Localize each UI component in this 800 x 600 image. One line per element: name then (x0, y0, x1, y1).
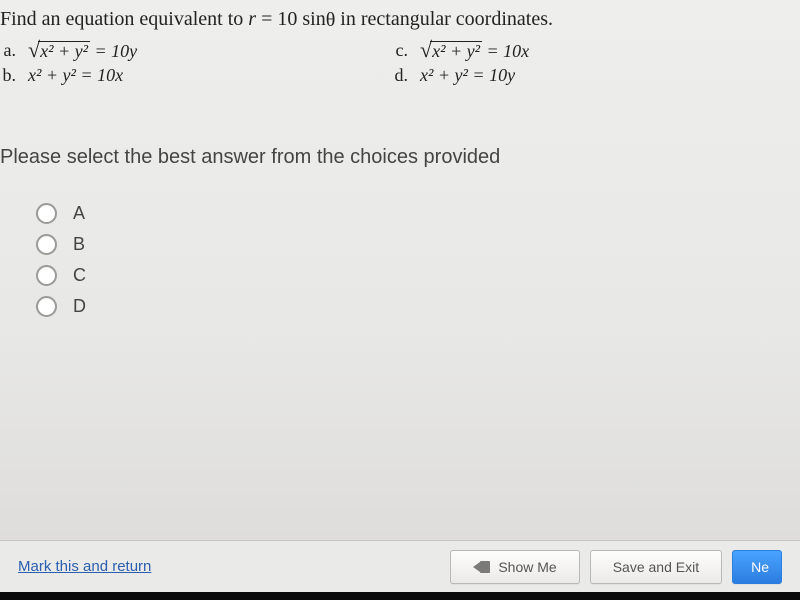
radicand-c: x² + y² (430, 41, 482, 60)
show-me-label: Show Me (498, 559, 556, 575)
save-exit-label: Save and Exit (613, 559, 699, 575)
choice-letter-c: c. (392, 40, 408, 61)
choice-eq-c: √x² + y² = 10x (420, 37, 529, 63)
choice-c: c. √x² + y² = 10x (392, 37, 784, 63)
video-icon (473, 561, 490, 573)
choice-letter-d: d. (392, 65, 408, 86)
answer-row-c[interactable]: C (36, 265, 784, 286)
mark-return-link[interactable]: Mark this and return (18, 558, 440, 575)
radio-c[interactable] (36, 265, 57, 286)
radicand-a: x² + y² (38, 41, 90, 60)
choice-d: d. x² + y² = 10y (392, 65, 784, 86)
prompt-suffix: in rectangular coordinates. (340, 8, 553, 30)
question-prompt: Find an equation equivalent to r = 10 si… (0, 8, 784, 31)
question-panel: Find an equation equivalent to r = 10 si… (0, 0, 800, 540)
answer-label-c: C (73, 265, 86, 286)
prompt-prefix: Find an equation equivalent to (0, 8, 248, 30)
choice-letter-b: b. (0, 65, 16, 86)
answer-row-a[interactable]: A (36, 203, 784, 224)
answer-label-a: A (73, 203, 85, 224)
radio-a[interactable] (36, 203, 57, 224)
rhs-c: = 10x (482, 41, 529, 61)
answer-row-b[interactable]: B (36, 234, 784, 255)
choice-letter-a: a. (0, 40, 16, 61)
next-button[interactable]: Ne (732, 550, 782, 584)
theta-symbol: θ (326, 9, 336, 32)
choice-eq-d: x² + y² = 10y (420, 65, 515, 86)
screen-bezel (0, 592, 800, 600)
answer-label-d: D (73, 296, 86, 317)
show-me-button[interactable]: Show Me (450, 550, 579, 584)
save-exit-button[interactable]: Save and Exit (590, 550, 722, 584)
prompt-lhs: r (248, 8, 256, 30)
bottom-toolbar: Mark this and return Show Me Save and Ex… (0, 540, 800, 592)
choice-eq-b: x² + y² = 10x (28, 65, 123, 86)
choice-b: b. x² + y² = 10x (0, 65, 392, 86)
equation-choices: a. √x² + y² = 10y c. √x² + y² = 10x b. x… (0, 37, 784, 86)
prompt-rhs: 10 sin (277, 8, 325, 30)
answer-radios: A B C D (36, 203, 784, 317)
answer-row-d[interactable]: D (36, 296, 784, 317)
choice-a: a. √x² + y² = 10y (0, 37, 392, 63)
instruction-text: Please select the best answer from the c… (0, 146, 784, 169)
radio-d[interactable] (36, 296, 57, 317)
radio-b[interactable] (36, 234, 57, 255)
rhs-a: = 10y (90, 41, 137, 61)
choice-eq-a: √x² + y² = 10y (28, 37, 137, 63)
equals-sign: = (261, 8, 277, 30)
answer-label-b: B (73, 234, 85, 255)
next-label: Ne (751, 559, 769, 575)
